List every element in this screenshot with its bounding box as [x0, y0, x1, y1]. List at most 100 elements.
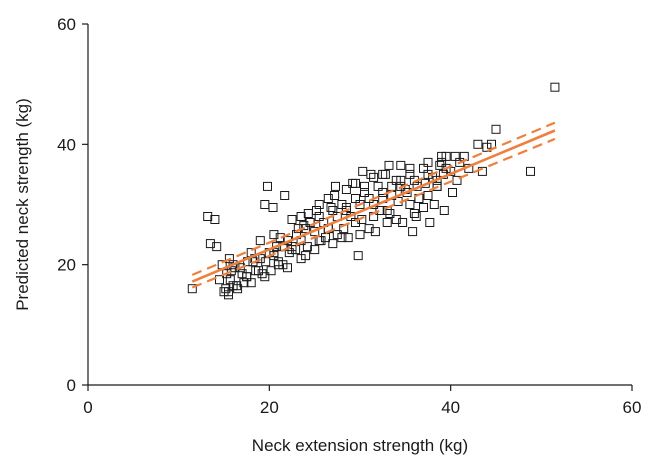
- data-point: [353, 251, 363, 261]
- data-point: [405, 163, 415, 173]
- data-point: [435, 160, 445, 170]
- data-point: [355, 230, 365, 240]
- data-point: [210, 215, 220, 224]
- data-point: [439, 206, 449, 215]
- data-point: [351, 178, 360, 188]
- data-point: [391, 215, 401, 224]
- data-point: [411, 212, 421, 221]
- data-point: [343, 233, 353, 243]
- data-point: [408, 227, 418, 237]
- data-point: [212, 242, 222, 252]
- data-point: [228, 281, 238, 291]
- data-point: [396, 175, 406, 185]
- data-point: [299, 221, 309, 231]
- data-point: [272, 242, 282, 252]
- data-point: [373, 181, 383, 191]
- data-point: [409, 209, 419, 218]
- data-point: [369, 172, 379, 182]
- data-point: [526, 166, 535, 176]
- data-point: [237, 269, 247, 279]
- data-point: [351, 218, 360, 227]
- x-tick-label: 0: [83, 398, 92, 417]
- ci-upper-line: [191, 121, 556, 276]
- data-point: [378, 188, 388, 197]
- data-point: [419, 203, 428, 212]
- data-point: [255, 236, 265, 246]
- data-point: [260, 200, 270, 209]
- data-point: [221, 284, 231, 294]
- data-point: [219, 287, 229, 297]
- data-point: [235, 263, 245, 273]
- y-tick-label: 0: [67, 376, 76, 395]
- axis-labels: Neck extension strength (kg) Predicted n…: [13, 98, 468, 455]
- data-point: [398, 218, 408, 227]
- data-point: [326, 203, 336, 212]
- x-tick-label: 40: [441, 398, 460, 417]
- data-point: [275, 233, 285, 243]
- data-point: [225, 275, 235, 285]
- data-point: [239, 278, 249, 288]
- data-point: [301, 251, 311, 261]
- axes: 0 20 40 60 0 20 40 60: [57, 15, 641, 417]
- ci-lower-line: [191, 137, 556, 289]
- y-tick-label: 20: [57, 256, 76, 275]
- data-point: [263, 181, 272, 191]
- data-point: [316, 236, 326, 246]
- data-point: [355, 200, 365, 209]
- data-point: [459, 151, 469, 161]
- data-point: [314, 200, 324, 209]
- data-point: [330, 191, 340, 200]
- y-axis-label: Predicted neck strength (kg): [13, 98, 32, 311]
- data-point: [429, 200, 439, 209]
- data-point: [396, 160, 406, 170]
- data-point: [266, 266, 276, 276]
- data-point: [205, 239, 215, 249]
- y-tick-label: 40: [57, 135, 76, 154]
- data-point: [251, 266, 261, 276]
- data-point: [332, 230, 342, 240]
- data-point: [432, 181, 442, 191]
- data-point: [550, 82, 560, 92]
- data-point: [203, 212, 213, 221]
- data-point: [310, 245, 320, 255]
- data-point: [228, 260, 238, 270]
- data-point: [358, 166, 368, 176]
- data-point: [370, 227, 380, 237]
- data-point: [437, 151, 447, 161]
- data-point: [337, 233, 347, 243]
- x-tick-label: 20: [260, 398, 279, 417]
- data-point: [269, 230, 279, 240]
- data-point: [482, 142, 492, 152]
- data-point: [360, 181, 369, 191]
- data-point: [296, 212, 306, 221]
- data-point: [268, 203, 278, 212]
- data-point: [280, 191, 290, 200]
- regression-line: [191, 129, 556, 283]
- data-point: [366, 169, 376, 179]
- data-point: [302, 242, 312, 252]
- data-point: [328, 239, 338, 249]
- data-point: [257, 269, 267, 279]
- data-point: [215, 275, 224, 285]
- x-tick-label: 60: [623, 398, 642, 417]
- data-point: [287, 215, 297, 224]
- data-point: [323, 194, 333, 203]
- data-point: [387, 181, 397, 191]
- data-point: [291, 245, 301, 255]
- data-point: [364, 224, 374, 234]
- data-point: [261, 257, 271, 267]
- data-point: [360, 188, 369, 197]
- data-point: [305, 218, 315, 227]
- data-point: [448, 188, 457, 197]
- data-point: [378, 169, 388, 179]
- data-point: [405, 200, 415, 209]
- data-point: [491, 124, 501, 134]
- data-point: [260, 272, 270, 282]
- data-point: [384, 160, 394, 170]
- y-tick-label: 60: [57, 15, 76, 34]
- data-point: [283, 263, 292, 273]
- data-point: [385, 209, 395, 218]
- data-point: [425, 218, 435, 227]
- data-point: [255, 254, 265, 264]
